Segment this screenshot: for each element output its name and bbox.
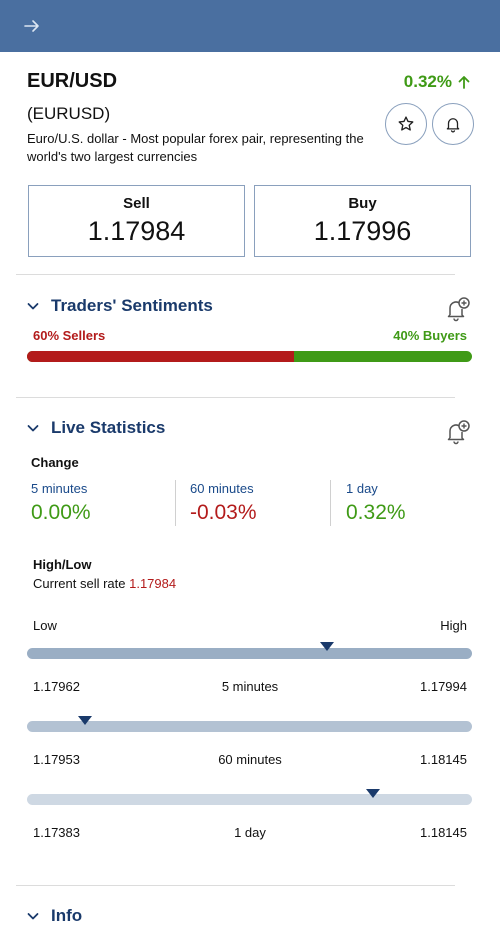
- range-track-60-minutes: [27, 721, 472, 732]
- chevron-down-icon: [27, 303, 39, 310]
- sell-button[interactable]: Sell 1.17984: [28, 185, 245, 257]
- sentiment-bar-sellers: [27, 351, 294, 362]
- range-low: 1.17953: [33, 752, 80, 767]
- column-divider: [175, 480, 176, 526]
- bell-plus-icon[interactable]: [444, 295, 472, 323]
- buy-button[interactable]: Buy 1.17996: [254, 185, 471, 257]
- price-alert-button[interactable]: [432, 103, 474, 145]
- live-statistics-header[interactable]: Live Statistics: [27, 418, 165, 438]
- live-statistics-title: Live Statistics: [51, 418, 166, 437]
- column-divider: [330, 480, 331, 526]
- change-period-label: 5 minutes: [31, 481, 88, 496]
- star-icon: [398, 116, 414, 131]
- daily-change: 0.32%: [404, 72, 470, 92]
- chevron-down-icon: [27, 425, 39, 432]
- chevron-down-icon: [27, 913, 39, 920]
- range-period: 60 minutes: [218, 752, 282, 767]
- bell-plus-icon[interactable]: [444, 418, 472, 446]
- current-sell-rate: Current sell rate 1.17984: [33, 576, 176, 591]
- sentiments-header[interactable]: Traders' Sentiments: [27, 296, 213, 316]
- change-period-label: 1 day: [346, 481, 378, 496]
- daily-change-value: 0.32%: [403, 72, 452, 91]
- info-title: Info: [51, 906, 83, 925]
- change-1-day: 1 day 0.32%: [346, 481, 406, 525]
- range-high: 1.18145: [420, 825, 467, 840]
- change-heading: Change: [31, 455, 79, 470]
- info-header[interactable]: Info: [27, 906, 82, 926]
- sellers-percentage: 60% Sellers: [33, 328, 106, 343]
- buyers-percentage: 40% Buyers: [393, 328, 467, 343]
- sentiments-title: Traders' Sentiments: [51, 296, 213, 315]
- divider: [16, 397, 455, 398]
- sell-label: Sell: [123, 195, 150, 212]
- current-rate-marker: [320, 642, 334, 651]
- instrument-description: Euro/U.S. dollar - Most popular forex pa…: [27, 131, 364, 164]
- low-label: Low: [33, 618, 57, 633]
- change-60-minutes: 60 minutes -0.03%: [190, 481, 257, 525]
- range-low: 1.17383: [33, 825, 80, 840]
- range-track-5-minutes: [27, 648, 472, 659]
- high-low-heading: High/Low: [33, 557, 92, 572]
- change-value: 0.00%: [31, 501, 91, 524]
- buy-label: Buy: [348, 195, 377, 212]
- change-value: 0.32%: [346, 501, 406, 524]
- favorite-button[interactable]: [385, 103, 427, 145]
- current-sell-rate-label: Current sell rate: [33, 576, 126, 591]
- instrument-symbol: EUR/USD: [27, 70, 118, 92]
- buy-price: 1.17996: [313, 216, 412, 246]
- change-5-minutes: 5 minutes 0.00%: [31, 481, 91, 525]
- high-label: High: [440, 618, 467, 633]
- range-high: 1.18145: [420, 752, 467, 767]
- bell-icon: [446, 118, 460, 133]
- sell-price: 1.17984: [87, 216, 186, 246]
- arrow-up-icon: [458, 76, 470, 89]
- back-button[interactable]: [18, 12, 46, 40]
- range-period: 5 minutes: [221, 679, 279, 694]
- current-sell-rate-value: 1.17984: [129, 576, 177, 591]
- divider: [16, 274, 455, 275]
- divider: [16, 885, 455, 886]
- sentiment-bar: [27, 351, 472, 362]
- arrow-right-icon: [24, 20, 39, 32]
- range-track-1-day: [27, 794, 472, 805]
- instrument-code: (EURUSD): [27, 104, 111, 123]
- change-period-label: 60 minutes: [190, 481, 254, 496]
- range-low: 1.17962: [33, 679, 80, 694]
- current-rate-marker: [78, 716, 92, 725]
- range-period: 1 day: [234, 825, 266, 840]
- range-high: 1.17994: [420, 679, 467, 694]
- current-rate-marker: [366, 789, 380, 798]
- top-bar: [0, 0, 500, 52]
- change-value: -0.03%: [190, 501, 257, 524]
